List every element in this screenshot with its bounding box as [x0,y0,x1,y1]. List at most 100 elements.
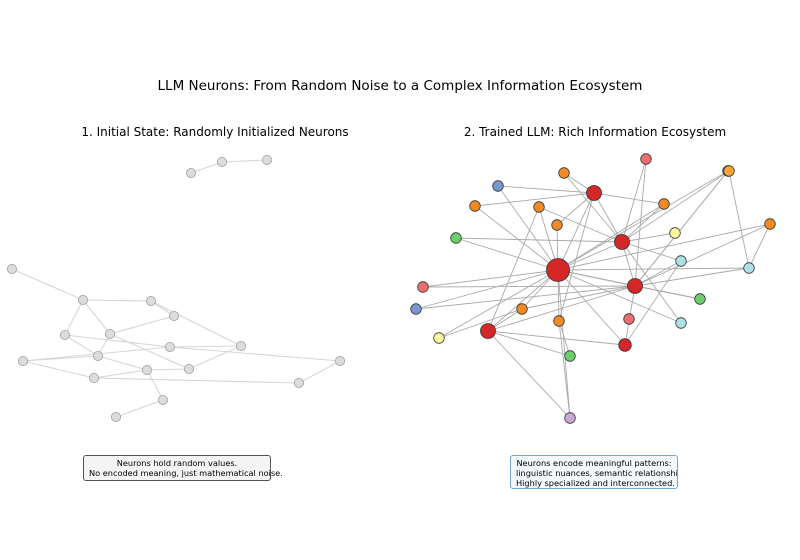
random-neuron-edge [93,369,148,379]
trained-neuron-node-orange [658,198,670,210]
trained-network-nodes [410,153,776,424]
random-neuron-edge [146,369,164,401]
random-neuron-node-gray [235,340,246,351]
random-neuron-edge [298,360,341,384]
trained-neuron-edge [558,320,571,419]
random-note-line-2: No encoded meaning, just mathematical no… [89,468,283,478]
random-neuron-edge [169,345,242,348]
trained-neuron-edge [621,232,676,243]
trained-neuron-edge [634,267,750,287]
trained-neuron-node-orange [516,303,528,315]
random-neuron-edge [97,355,148,371]
trained-neuron-edge [557,269,682,324]
trained-neuron-edge [634,285,701,300]
random-neuron-node-gray [105,328,116,339]
trained-state-note: Neurons encode meaningful patterns: ling… [510,455,678,489]
random-neuron-edge [109,315,175,335]
trained-neuron-node-hub [627,278,643,294]
trained-neuron-edge [487,269,559,332]
random-network-nodes [7,154,345,422]
trained-neuron-edge [557,170,729,271]
random-neuron-edge [188,345,242,370]
trained-neuron-edge [415,285,636,310]
trained-neuron-edge [748,223,771,269]
random-neuron-node-gray [261,154,272,165]
random-neuron-edge [169,346,341,362]
random-neuron-edge [11,268,84,301]
trained-neuron-edge [422,285,636,288]
random-neuron-edge [221,159,268,163]
random-neuron-edge [64,299,84,336]
trained-neuron-edge [728,170,750,269]
trained-neuron-node-orange [551,219,563,231]
trained-note-line-3: Highly specialized and interconnected. [516,478,675,488]
trained-neuron-edge [474,205,559,271]
random-neuron-node-gray [60,329,71,340]
random-neuron-edge [82,299,152,302]
trained-neuron-edge [557,267,750,271]
random-neuron-node-gray [17,355,28,366]
trained-neuron-node-green [450,232,462,244]
random-neuron-node-gray [141,364,152,375]
trained-neuron-edge [634,223,771,287]
trained-neuron-edge [487,206,540,332]
trained-neuron-edge [593,192,665,205]
random-neuron-edge [82,299,111,335]
trained-network-edges [415,158,771,419]
trained-neuron-edge [621,241,682,324]
trained-neuron-edge [538,206,623,243]
random-neuron-node-gray [111,411,122,422]
random-neuron-node-gray [93,350,104,361]
random-neuron-node-gray [145,295,156,306]
trained-neuron-edge [497,185,595,194]
trained-neuron-node-orange [469,200,481,212]
random-network-edges [11,159,341,418]
random-neuron-edge [146,368,190,371]
trained-neuron-edge [497,185,559,271]
trained-neuron-edge [621,203,665,243]
trained-neuron-node-orange [764,218,776,230]
trained-neuron-node-hub [618,338,632,352]
trained-neuron-edge [634,158,647,287]
trained-neuron-node-cyan [675,255,687,267]
trained-neuron-node-purple [564,412,576,424]
trained-neuron-node-yellow [433,332,445,344]
trained-neuron-edge [621,158,647,243]
random-neuron-node-gray [157,394,168,405]
trained-neuron-edge [557,223,771,271]
random-neuron-node-gray [89,372,100,383]
trained-neuron-edge [455,237,559,271]
random-neuron-node-gray [293,377,304,388]
random-note-line-1: Neurons hold random values. [116,458,238,468]
main-title: LLM Neurons: From Random Noise to a Comp… [157,78,643,94]
trained-neuron-node-blue [492,180,504,192]
trained-neuron-node-hub [480,323,496,339]
trained-neuron-edge [563,172,623,243]
trained-neuron-edge [624,260,682,346]
trained-note-line-1: Neurons encode meaningful patterns: [516,458,672,468]
trained-neuron-node-salmon [623,313,635,325]
trained-note-line-2: linguistic nuances, semantic relationshi… [516,468,678,478]
trained-neuron-node-cyan [743,262,755,274]
trained-neuron-node-lightorange [723,165,735,177]
trained-neuron-edge [438,308,523,339]
trained-neuron-edge [415,269,559,310]
trained-neuron-edge [521,285,636,310]
trained-neuron-node-blue [410,303,422,315]
trained-neuron-edge [556,192,595,226]
trained-neuron-edge [422,269,559,288]
trained-neuron-node-hub [546,258,570,282]
trained-neuron-edge [634,260,682,287]
trained-neuron-edge [487,330,571,357]
random-neuron-node-gray [7,263,17,274]
trained-neuron-edge [557,269,571,419]
random-neuron-node-gray [185,167,196,178]
trained-neuron-edge [558,192,595,322]
trained-neuron-edge [438,269,559,339]
random-neuron-edge [64,334,99,357]
random-neuron-edge [190,161,223,174]
trained-neuron-edge [455,237,623,243]
trained-neuron-edge [557,192,595,271]
left-panel-title: 1. Initial State: Randomly Initialized N… [81,125,349,139]
